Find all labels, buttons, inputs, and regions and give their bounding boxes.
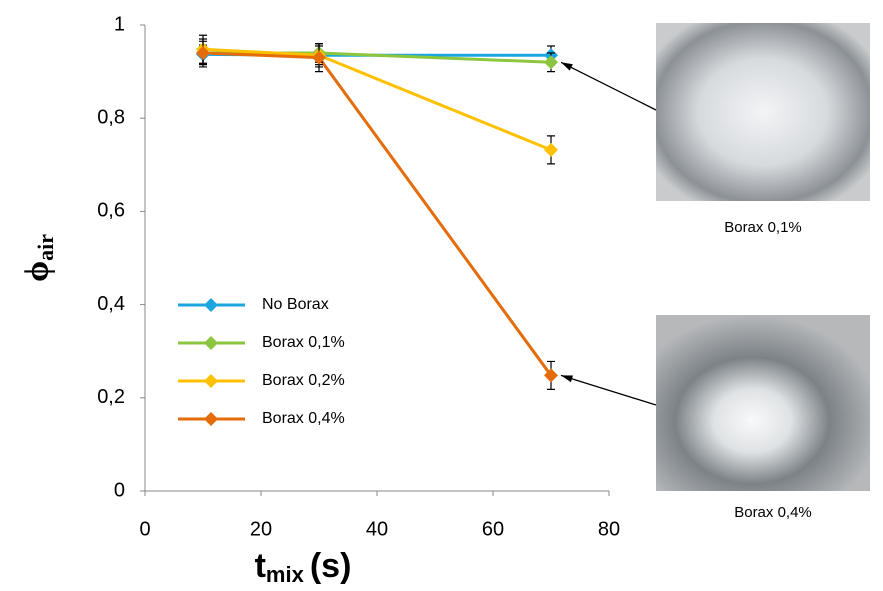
marker (544, 142, 558, 157)
photo-caption: Borax 0,4% (734, 504, 812, 521)
arrow-head (561, 62, 573, 71)
x-tick-label: 40 (366, 518, 388, 540)
marker (544, 55, 558, 70)
legend-label: Borax 0,4% (262, 410, 345, 427)
marker (312, 50, 326, 65)
y-tick-label: 0,4 (97, 293, 125, 315)
y-tick-label: 0,2 (97, 386, 125, 408)
legend-label: No Borax (262, 296, 329, 313)
x-tick-label: 20 (250, 518, 272, 540)
series-line (202, 51, 553, 377)
x-axis-label: tmix (s) (255, 547, 352, 586)
marker (196, 45, 210, 60)
photo-caption: Borax 0,1% (724, 219, 802, 236)
marker (544, 368, 558, 383)
x-tick-label: 60 (482, 518, 504, 540)
x-label-main: t (255, 547, 266, 585)
legend-label: Borax 0,2% (262, 372, 345, 389)
y-label-main: ϕ (19, 261, 56, 282)
x-label-unit: (s) (310, 547, 352, 585)
y-tick-label: 0 (114, 479, 125, 501)
photo (656, 315, 870, 491)
arrow (560, 374, 657, 406)
legend-marker (204, 298, 218, 312)
legend-marker (204, 336, 218, 350)
y-label-sub: air (33, 234, 58, 261)
y-tick-label: 0,6 (97, 200, 125, 222)
legend-marker (204, 374, 218, 388)
y-axis-label: ϕair (19, 234, 58, 282)
x-tick-label: 80 (598, 518, 620, 540)
photo (656, 23, 870, 201)
y-tick-label: 1 (114, 13, 125, 35)
y-tick-label: 0,8 (97, 106, 125, 128)
x-label-sub: mix (266, 562, 305, 586)
x-tick-label: 0 (139, 518, 150, 540)
legend-label: Borax 0,1% (262, 334, 345, 351)
arrow (560, 61, 657, 111)
legend-marker (204, 412, 218, 426)
arrow-head (561, 375, 573, 383)
